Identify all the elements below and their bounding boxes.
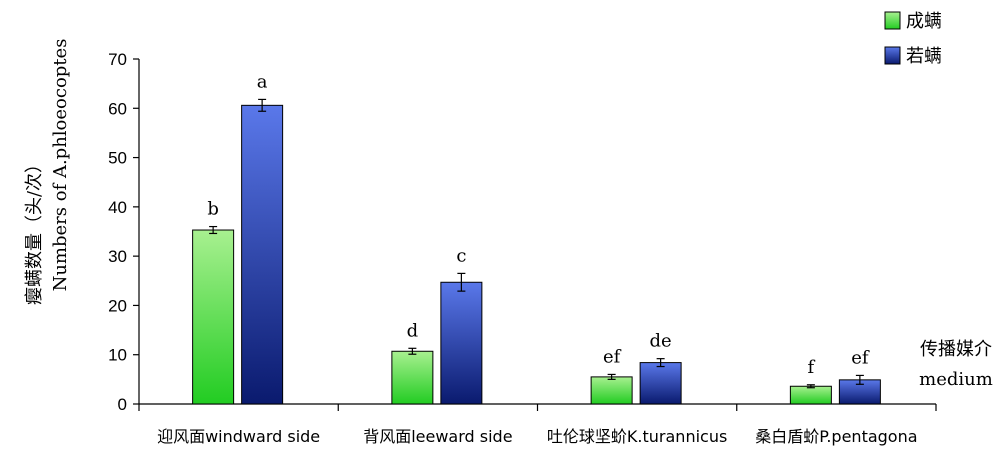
bar-若螨 <box>639 362 682 405</box>
significance-label: f <box>808 357 816 378</box>
x-axis-label-cn: 传播媒介 <box>920 339 992 360</box>
y-tick-label: 10 <box>108 346 127 365</box>
y-tick-label: 40 <box>108 198 127 217</box>
legend-label: 成螨 <box>906 11 942 32</box>
significance-label: c <box>456 245 466 266</box>
bar-若螨 <box>241 104 284 405</box>
significance-label: d <box>407 320 419 341</box>
y-tick-label: 70 <box>108 50 127 69</box>
category-label: 吐伦球坚蚧K.turannicus <box>547 427 727 446</box>
significance-label: ef <box>603 346 622 367</box>
significance-label: a <box>257 71 268 92</box>
bar-成螨 <box>192 229 235 405</box>
bar-成螨 <box>391 350 434 405</box>
x-axis-label-en: medium <box>919 369 993 390</box>
labels: b a 迎风面windward side d c 背风面leeward side ef de 吐… <box>157 71 917 446</box>
category-label: 背风面leeward side <box>363 427 512 446</box>
y-tick-label: 30 <box>108 247 127 266</box>
bar-若螨 <box>440 281 483 405</box>
y-tick-label: 50 <box>108 149 127 168</box>
y-tick-label: 60 <box>108 99 127 118</box>
significance-label: de <box>650 331 672 352</box>
bar-成螨 <box>590 376 633 405</box>
y-tick-label: 20 <box>108 296 127 315</box>
legend-label: 若螨 <box>906 46 942 67</box>
significance-label: b <box>207 199 219 220</box>
category-label: 桑白盾蚧P.pentagona <box>755 427 917 446</box>
legend-swatch <box>884 46 901 65</box>
y-tick-label: 0 <box>118 395 127 414</box>
category-label: 迎风面windward side <box>157 427 320 446</box>
significance-label: ef <box>851 347 870 368</box>
bars <box>192 98 881 405</box>
bar-成螨 <box>789 385 832 405</box>
y-axis-label-en: Numbers of A.phloeocoptes <box>50 39 71 292</box>
legend-swatch <box>884 11 901 30</box>
y-axis-label-cn: 瘿螨数量（头/次） <box>24 155 45 305</box>
